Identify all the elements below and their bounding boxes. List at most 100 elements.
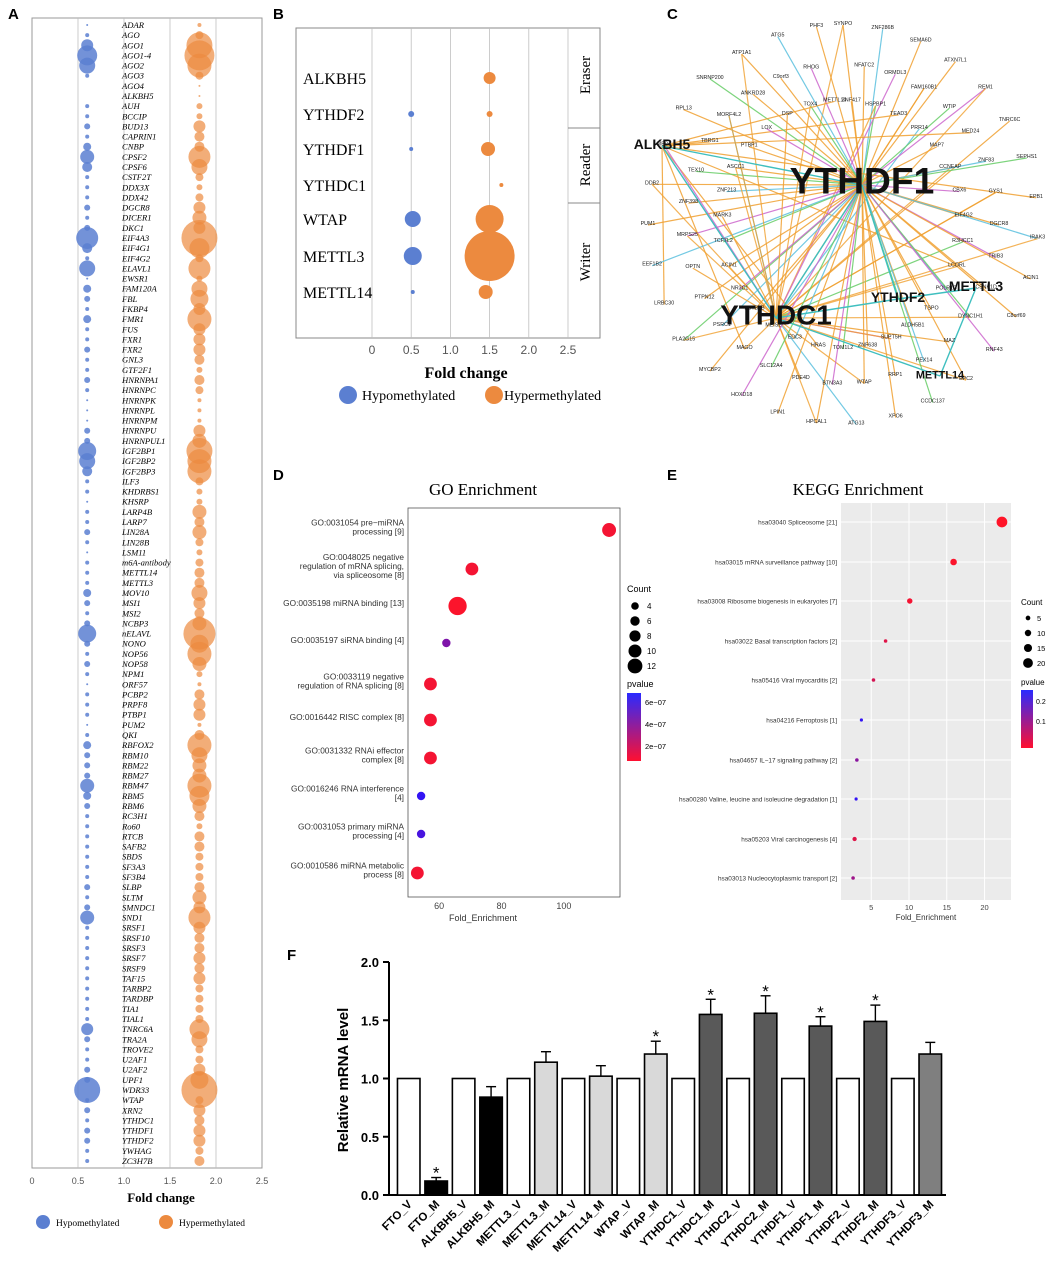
d-term-label: GO:0031332 RNAi effector complex [8] xyxy=(305,746,404,765)
a-gene-label: WTAP xyxy=(122,1095,145,1105)
f-bar xyxy=(561,1077,586,1196)
a-point-hypo xyxy=(85,73,90,78)
d-point xyxy=(424,713,437,727)
c-node-label: MAZ xyxy=(944,338,956,344)
a-point-hypo xyxy=(85,367,90,372)
a-gene-label: FKBP4 xyxy=(121,304,148,314)
d-legend-count: 12 xyxy=(647,662,656,671)
a-gene-label: FUS xyxy=(121,324,138,334)
b-group-label: Eraser xyxy=(578,56,594,94)
c-node-label: MYCBP2 xyxy=(699,367,721,373)
d-legend-count-swatch xyxy=(627,658,643,674)
a-point-hyper xyxy=(193,708,206,721)
a-gene-label: BUD13 xyxy=(122,121,148,131)
d-frame xyxy=(407,507,621,898)
d-term-label: GO:0033119 negative regulation of RNA spl… xyxy=(297,672,404,691)
c-node-label: SYNPO xyxy=(834,21,853,27)
a-point-hyper xyxy=(196,488,203,495)
c-edge xyxy=(686,235,777,319)
c-edge xyxy=(861,41,922,186)
e-term-label: hsa03013 Nucleocytoplasmic transport [2] xyxy=(718,876,837,883)
a-gene-label: LARP4B xyxy=(121,507,153,517)
a-point-hyper xyxy=(196,184,203,191)
e-term-label: hsa05416 Viral myocarditis [2] xyxy=(752,678,838,685)
a-point-hyper xyxy=(197,682,202,687)
c-edge xyxy=(861,184,960,193)
d-legend-count: 8 xyxy=(647,632,652,641)
panel-label-c: C xyxy=(667,6,678,23)
a-point-hypo xyxy=(79,260,96,277)
c-node-label: MORF4L2 xyxy=(717,112,741,118)
a-point-hyper xyxy=(189,238,210,259)
a-point-hyper xyxy=(196,275,203,282)
a-point-hypo xyxy=(86,277,89,280)
f-ylabel: Relative mRNA level xyxy=(335,1008,352,1153)
a-point-hyper xyxy=(195,984,204,993)
c-node-label: CCNEAP xyxy=(939,164,962,170)
c-edge xyxy=(842,184,863,350)
a-xtick: 1.0 xyxy=(118,1176,131,1186)
d-legend-count-swatch xyxy=(630,616,640,626)
e-legend-count: 20 xyxy=(1037,659,1045,668)
a-point-hypo xyxy=(85,672,90,677)
a-point-hyper xyxy=(193,1124,206,1137)
e-term-label: hsa04657 IL−17 signaling pathway [2] xyxy=(730,758,838,765)
a-point-hyper xyxy=(196,113,203,120)
a-point-hypo xyxy=(86,24,89,26)
a-gene-label: SRSF7 xyxy=(122,953,146,963)
e-panel-bg xyxy=(841,503,1011,900)
c-edge xyxy=(777,184,863,414)
a-xtick: 2.0 xyxy=(210,1176,223,1186)
a-gene-label: HNRNPUL1 xyxy=(121,436,165,446)
c-node-label: ZNF213 xyxy=(717,188,736,194)
b-gene-label: YTHDF2 xyxy=(303,107,364,124)
a-gene-label: SAFB2 xyxy=(122,842,147,852)
a-point-hyper xyxy=(196,549,203,556)
a-gene-label: CAPRIN1 xyxy=(122,132,156,142)
c-edge xyxy=(861,66,865,186)
f-significance: * xyxy=(762,982,769,1001)
d-xtick: 60 xyxy=(434,901,444,911)
a-point-hypo xyxy=(84,529,91,536)
a-gene-label: RBFOX2 xyxy=(121,740,154,750)
e-point xyxy=(996,516,1008,528)
a-point-hypo xyxy=(85,1057,90,1062)
a-point-hypo xyxy=(80,910,95,925)
a-gene-label: IGF2BP1 xyxy=(121,446,155,456)
c-node-label: POLR1C xyxy=(936,285,957,291)
a-gene-label: DICER1 xyxy=(121,213,152,223)
a-point-hyper xyxy=(195,1096,204,1105)
c-edge xyxy=(772,317,777,327)
c-edge xyxy=(766,128,863,186)
a-gene-label: AGO1 xyxy=(121,40,144,50)
a-legend-hypo: Hypomethylated xyxy=(56,1219,120,1229)
c-node-label: ATG5 xyxy=(771,33,784,39)
a-gene-label: MSI2 xyxy=(121,608,141,618)
a-point-hyper xyxy=(193,921,206,934)
c-edge xyxy=(739,184,863,290)
a-gene-label: RBM5 xyxy=(121,791,145,801)
c-edge xyxy=(651,184,863,267)
a-point-hypo xyxy=(86,409,89,412)
a-point-hypo xyxy=(85,388,90,393)
a-point-hyper xyxy=(188,906,211,929)
a-point-hyper xyxy=(181,1072,218,1108)
a-point-hyper xyxy=(195,862,204,871)
d-legend-count-title: Count xyxy=(627,584,652,594)
c-node-label: PRR14 xyxy=(911,125,928,131)
d-legend-pvalue: 2e−07 xyxy=(645,742,666,751)
d-legend-pvalue-title: pvalue xyxy=(627,679,654,689)
b-point-hyper xyxy=(499,183,504,187)
c-node-label: REM1 xyxy=(978,84,993,90)
c-hub-edge xyxy=(661,145,863,186)
a-legend-hypo-swatch xyxy=(36,1215,50,1229)
f-significance: * xyxy=(817,1003,824,1022)
a-gene-label: RBM47 xyxy=(121,781,149,791)
c-edge xyxy=(695,170,863,186)
a-gene-label: GTF2F1 xyxy=(122,365,152,375)
b-point-hypo xyxy=(408,111,415,117)
c-node-label: NR3C1 xyxy=(731,285,748,291)
c-node-label: ZNF398 xyxy=(679,199,698,205)
a-point-hypo xyxy=(85,337,90,342)
